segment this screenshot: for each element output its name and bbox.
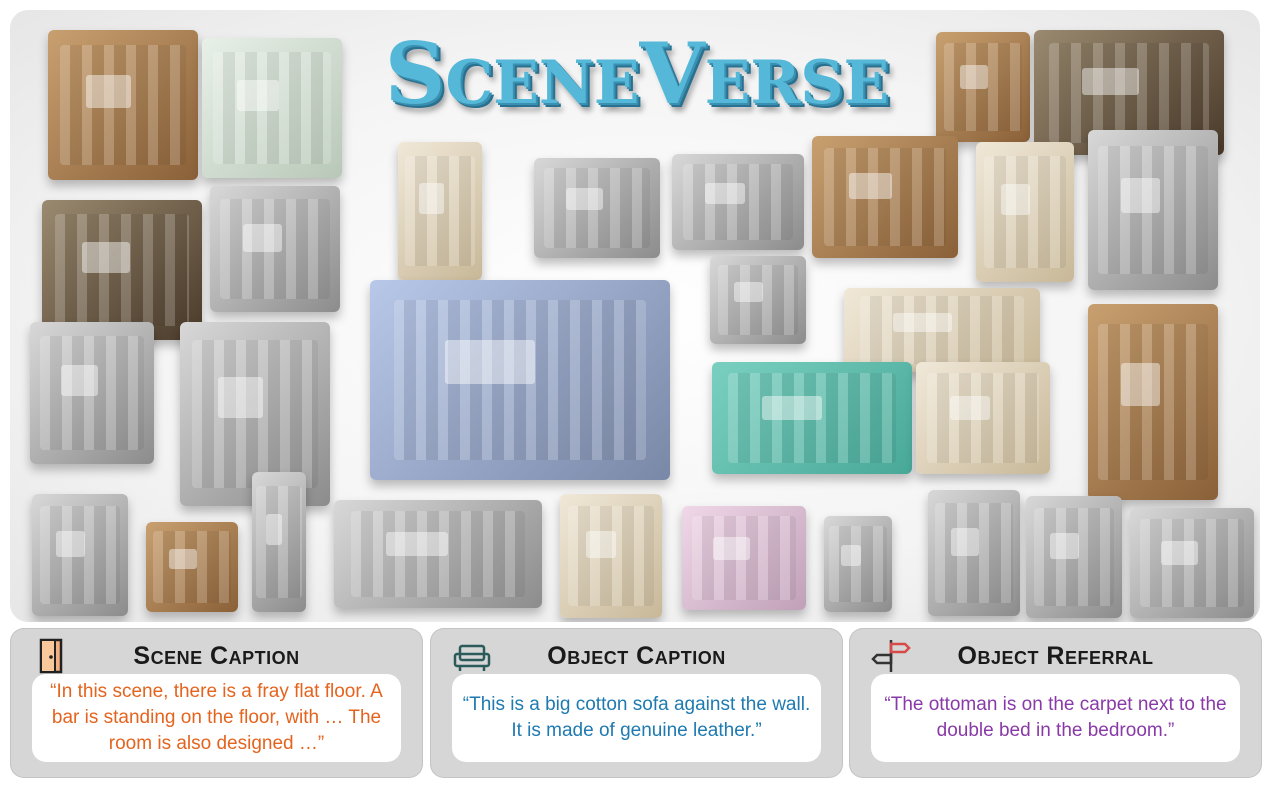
scene-render bbox=[682, 506, 806, 610]
panel-title: Scene Caption bbox=[133, 642, 300, 670]
scene-render bbox=[146, 522, 238, 612]
scene-render bbox=[398, 142, 482, 280]
sceneverse-logo: S CENE V ERSE bbox=[352, 24, 922, 124]
scene-render bbox=[812, 136, 958, 258]
sofa-icon bbox=[453, 644, 491, 671]
panel-header: Object Caption bbox=[430, 636, 843, 678]
panel-title: Object Caption bbox=[547, 642, 726, 670]
scene-render bbox=[202, 38, 342, 178]
door-icon bbox=[39, 638, 63, 674]
scene-render bbox=[30, 322, 154, 464]
scene-render bbox=[672, 154, 804, 250]
scene-render bbox=[334, 500, 542, 608]
scene-collage bbox=[10, 10, 1260, 622]
scene-render bbox=[916, 362, 1050, 474]
scene-render bbox=[1088, 130, 1218, 290]
scene-render bbox=[534, 158, 660, 258]
object-referral-panel: Object Referral “The ottoman is on the c… bbox=[849, 628, 1262, 778]
logo-letter: V bbox=[639, 24, 705, 123]
scene-render bbox=[48, 30, 198, 180]
panel-header: Scene Caption bbox=[10, 636, 423, 678]
signpost-icon bbox=[871, 640, 911, 672]
scene-render bbox=[560, 494, 662, 618]
scene-render bbox=[370, 280, 670, 480]
logo-letters: ERSE bbox=[704, 48, 890, 118]
scene-render bbox=[928, 490, 1020, 616]
scene-render bbox=[210, 186, 340, 312]
scene-caption-text: “In this scene, there is a fray flat flo… bbox=[32, 674, 401, 762]
scene-render bbox=[844, 288, 1040, 372]
object-caption-text: “This is a big cotton sofa against the w… bbox=[452, 674, 821, 762]
scene-render bbox=[252, 472, 306, 612]
scene-render bbox=[1088, 304, 1218, 500]
object-caption-panel: Object Caption “This is a big cotton sof… bbox=[430, 628, 843, 778]
panel-title: Object Referral bbox=[957, 642, 1154, 670]
scene-render bbox=[1026, 496, 1122, 618]
scene-caption-panel: Scene Caption “In this scene, there is a… bbox=[10, 628, 423, 778]
scene-render bbox=[1130, 508, 1254, 618]
scene-render bbox=[712, 362, 912, 474]
scene-render bbox=[824, 516, 892, 612]
scene-render bbox=[936, 32, 1030, 142]
scene-render bbox=[710, 256, 806, 344]
logo-letter: S bbox=[384, 24, 446, 123]
logo-letters: CENE bbox=[445, 48, 640, 118]
panel-header: Object Referral bbox=[849, 636, 1262, 678]
scene-render bbox=[42, 200, 202, 340]
object-referral-text: “The ottoman is on the carpet next to th… bbox=[871, 674, 1240, 762]
scene-render bbox=[976, 142, 1074, 282]
scene-render bbox=[32, 494, 128, 616]
